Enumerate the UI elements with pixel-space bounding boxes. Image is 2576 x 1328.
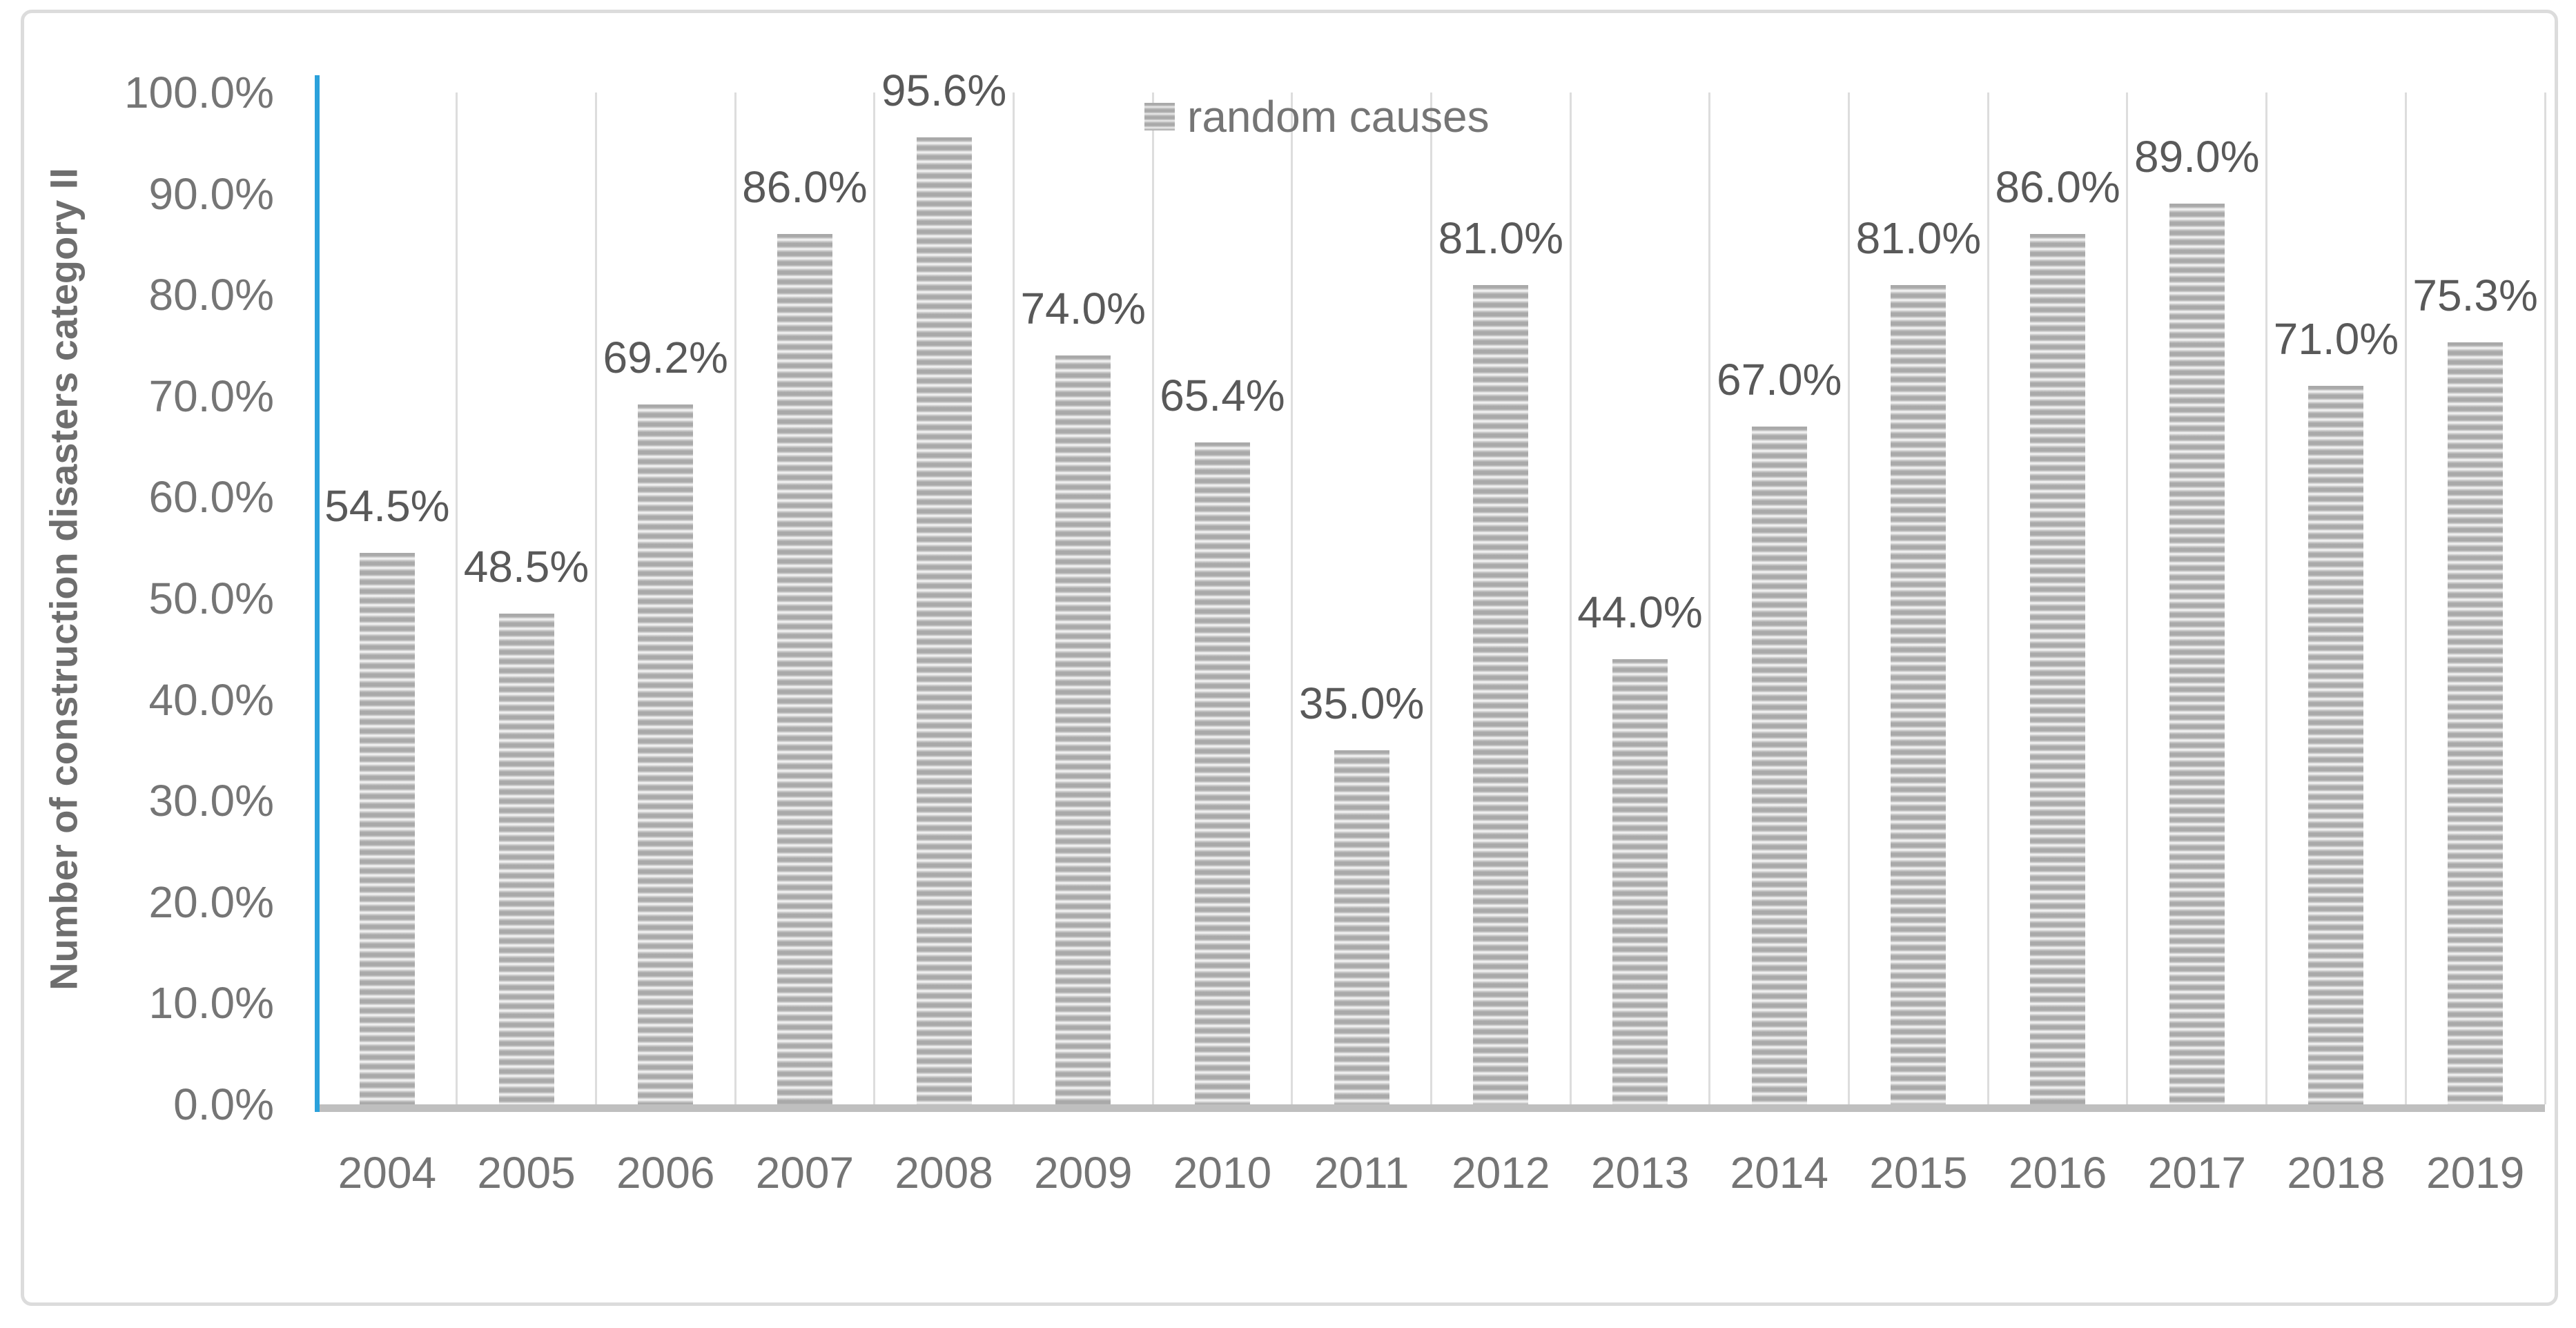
data-label-2016: 86.0% bbox=[1995, 162, 2120, 213]
category-gridline bbox=[873, 92, 876, 1104]
y-tick-label: 100.0% bbox=[124, 68, 274, 117]
x-tick-label-2016: 2016 bbox=[2008, 1148, 2107, 1198]
bar-2009 bbox=[1055, 355, 1111, 1104]
y-tick-label: 80.0% bbox=[148, 270, 274, 320]
data-label-2015: 81.0% bbox=[1855, 213, 1982, 263]
x-tick-label-2013: 2013 bbox=[1590, 1148, 1690, 1198]
category-gridline bbox=[2404, 92, 2407, 1104]
bar-2006 bbox=[638, 404, 694, 1104]
bar-2010 bbox=[1194, 442, 1250, 1104]
data-label-2007: 86.0% bbox=[742, 162, 868, 213]
category-gridline bbox=[1012, 92, 1015, 1104]
plot-area: 54.5% 48.5% 69.2% 86.0% 95.6% 74.0% 65.4% 35.0%… bbox=[315, 68, 2546, 1112]
data-label-2005: 48.5% bbox=[463, 542, 589, 592]
data-label-2019: 75.3% bbox=[2412, 271, 2538, 321]
y-tick-label: 10.0% bbox=[148, 978, 274, 1028]
category-gridline bbox=[2126, 92, 2129, 1104]
x-tick-label-2018: 2018 bbox=[2287, 1148, 2385, 1198]
bar-2008 bbox=[916, 137, 972, 1104]
category-gridline bbox=[1430, 92, 1432, 1104]
legend: random causes bbox=[1144, 95, 1490, 139]
x-tick-label-2004: 2004 bbox=[338, 1148, 437, 1198]
bar-2007 bbox=[777, 234, 832, 1104]
bar-2017 bbox=[2169, 204, 2225, 1104]
y-tick-label: 70.0% bbox=[148, 371, 274, 421]
y-tick-label: 40.0% bbox=[148, 674, 274, 725]
x-tick-label-2006: 2006 bbox=[616, 1148, 715, 1198]
bar-2011 bbox=[1334, 750, 1389, 1104]
legend-swatch-striped-bar-icon bbox=[1144, 103, 1175, 130]
x-axis-line bbox=[318, 1104, 2545, 1112]
data-label-2012: 81.0% bbox=[1438, 213, 1564, 263]
x-tick-label-2008: 2008 bbox=[895, 1148, 993, 1198]
category-gridline bbox=[2265, 92, 2268, 1104]
data-label-2004: 54.5% bbox=[324, 481, 450, 531]
bar-2019 bbox=[2448, 342, 2504, 1104]
y-tick-label: 30.0% bbox=[148, 776, 274, 826]
x-tick-label-2012: 2012 bbox=[1452, 1148, 1550, 1198]
y-tick-label: 90.0% bbox=[148, 168, 274, 219]
category-gridline bbox=[1987, 92, 1989, 1104]
bar-2013 bbox=[1612, 658, 1668, 1104]
x-tick-label-2010: 2010 bbox=[1173, 1148, 1272, 1198]
bar-2016 bbox=[2030, 234, 2086, 1104]
y-tick-label: 50.0% bbox=[148, 574, 274, 623]
category-gridline bbox=[2544, 92, 2546, 1104]
bar-2005 bbox=[498, 613, 554, 1104]
bar-2015 bbox=[1891, 284, 1946, 1104]
x-tick-label-2009: 2009 bbox=[1034, 1148, 1133, 1198]
data-label-2010: 65.4% bbox=[1160, 371, 1285, 421]
x-tick-label-2015: 2015 bbox=[1869, 1148, 1968, 1198]
data-label-2006: 69.2% bbox=[603, 332, 728, 382]
x-tick-label-2007: 2007 bbox=[755, 1148, 855, 1198]
legend-label: random causes bbox=[1187, 92, 1490, 141]
category-gridline bbox=[1151, 92, 1154, 1104]
bar-2014 bbox=[1751, 426, 1807, 1104]
bar-2004 bbox=[359, 553, 415, 1104]
x-tick-label-2017: 2017 bbox=[2147, 1148, 2246, 1198]
x-tick-label-2005: 2005 bbox=[477, 1148, 576, 1198]
y-axis-title: Number of construction disasters categor… bbox=[41, 168, 86, 990]
bar-2018 bbox=[2308, 386, 2364, 1104]
y-tick-label: 20.0% bbox=[148, 877, 274, 927]
data-label-2008: 95.6% bbox=[881, 65, 1007, 115]
category-gridline bbox=[734, 92, 736, 1104]
data-label-2018: 71.0% bbox=[2273, 314, 2399, 364]
x-tick-label-2011: 2011 bbox=[1314, 1148, 1409, 1198]
category-gridline bbox=[1848, 92, 1851, 1104]
y-tick-label: 0.0% bbox=[173, 1080, 274, 1129]
data-label-2017: 89.0% bbox=[2134, 132, 2260, 182]
chart-frame: 54.5% 48.5% 69.2% 86.0% 95.6% 74.0% 65.4% 35.0%… bbox=[21, 10, 2558, 1306]
bar-2012 bbox=[1473, 284, 1529, 1104]
y-tick-label: 60.0% bbox=[148, 472, 274, 523]
category-gridline bbox=[456, 92, 458, 1104]
category-gridline bbox=[1291, 92, 1294, 1104]
category-gridline bbox=[1569, 92, 1572, 1104]
x-tick-label-2019: 2019 bbox=[2426, 1148, 2525, 1198]
data-label-2011: 35.0% bbox=[1298, 678, 1425, 728]
data-label-2014: 67.0% bbox=[1716, 354, 1842, 404]
data-label-2009: 74.0% bbox=[1020, 284, 1146, 334]
x-tick-label-2014: 2014 bbox=[1730, 1148, 1828, 1198]
y-axis-line bbox=[315, 75, 320, 1112]
category-gridline bbox=[594, 92, 597, 1104]
category-gridline bbox=[1708, 92, 1711, 1104]
data-label-2013: 44.0% bbox=[1577, 587, 1703, 637]
